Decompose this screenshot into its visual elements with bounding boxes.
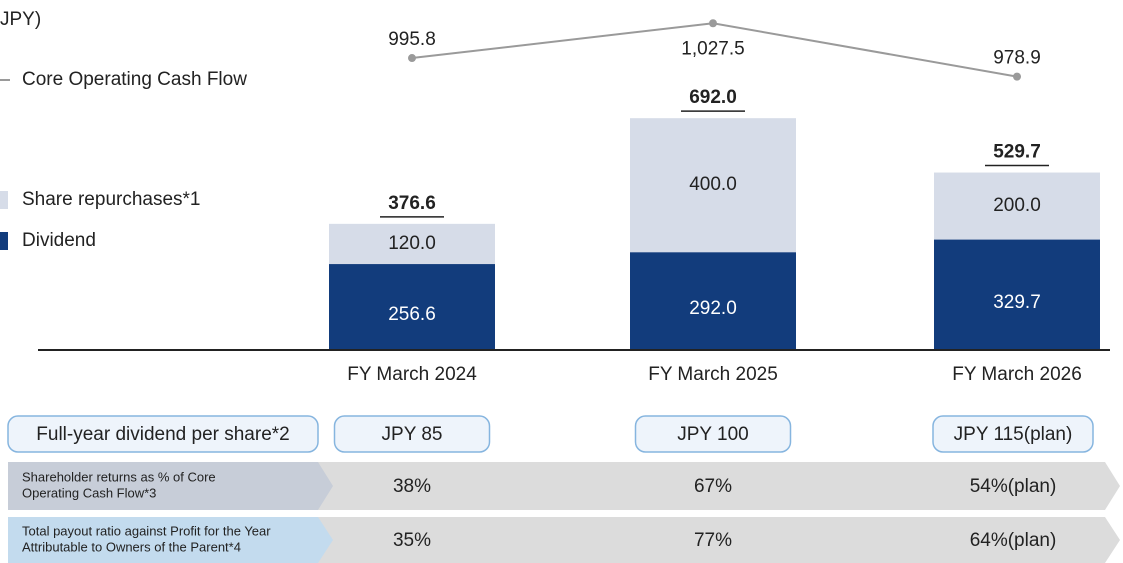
cell-value: 64%(plan) <box>970 530 1057 551</box>
row-label-band <box>8 462 333 510</box>
legend-label: Share repurchases*1 <box>22 189 201 210</box>
row-label: Attributable to Owners of the Parent*4 <box>22 539 241 554</box>
bar-segment <box>329 223 495 265</box>
row-label: Operating Cash Flow*3 <box>22 485 156 500</box>
cell-value: 38% <box>393 476 431 497</box>
row-label: Total payout ratio against Profit for th… <box>22 523 271 538</box>
bar-value-label: 329.7 <box>993 292 1041 313</box>
row-label-box <box>7 415 319 453</box>
row-label-band <box>8 517 333 563</box>
total-label: 692.0 <box>689 87 737 108</box>
unit-label: JPY) <box>0 9 41 30</box>
cell-value: 77% <box>694 530 732 551</box>
cell-value: 67% <box>694 476 732 497</box>
legend-swatch <box>0 232 8 250</box>
line-point <box>709 19 717 28</box>
x-tick-label: FY March 2025 <box>648 364 778 385</box>
cell-box <box>333 415 491 453</box>
x-tick-label: FY March 2026 <box>952 364 1082 385</box>
cell-box <box>634 415 792 453</box>
row-label: Full-year dividend per share*2 <box>36 424 289 445</box>
legend-label: Dividend <box>22 230 96 251</box>
bar-value-label: 120.0 <box>388 233 436 254</box>
cell-value: JPY 115(plan) <box>954 424 1073 445</box>
cell-value: 54%(plan) <box>970 476 1057 497</box>
bar-value-label: 292.0 <box>689 298 737 319</box>
cell-box <box>932 415 1094 453</box>
cell-value: 35% <box>393 530 431 551</box>
bar-value-label: 256.6 <box>388 304 436 325</box>
bar-segment <box>934 239 1100 350</box>
line-point <box>408 54 416 63</box>
bar-segment <box>630 252 796 350</box>
cell-value: JPY 85 <box>382 424 443 445</box>
bar-value-label: 200.0 <box>993 195 1041 216</box>
bar-value-label: 400.0 <box>689 174 737 195</box>
line-value-label: 1,027.5 <box>681 38 744 59</box>
row-label: Shareholder returns as % of Core <box>22 469 216 484</box>
legend-swatch <box>0 191 8 209</box>
bar-segment <box>934 172 1100 240</box>
bar-segment <box>630 118 796 253</box>
x-tick-label: FY March 2024 <box>347 364 477 385</box>
bar-segment <box>329 264 495 350</box>
cell-value: JPY 100 <box>677 424 748 445</box>
total-label: 376.6 <box>388 193 436 214</box>
total-label: 529.7 <box>993 142 1041 163</box>
line-point <box>1013 72 1021 81</box>
line-value-label: 978.9 <box>993 48 1041 69</box>
legend-label: Core Operating Cash Flow <box>22 69 247 90</box>
line-value-label: 995.8 <box>388 29 436 50</box>
